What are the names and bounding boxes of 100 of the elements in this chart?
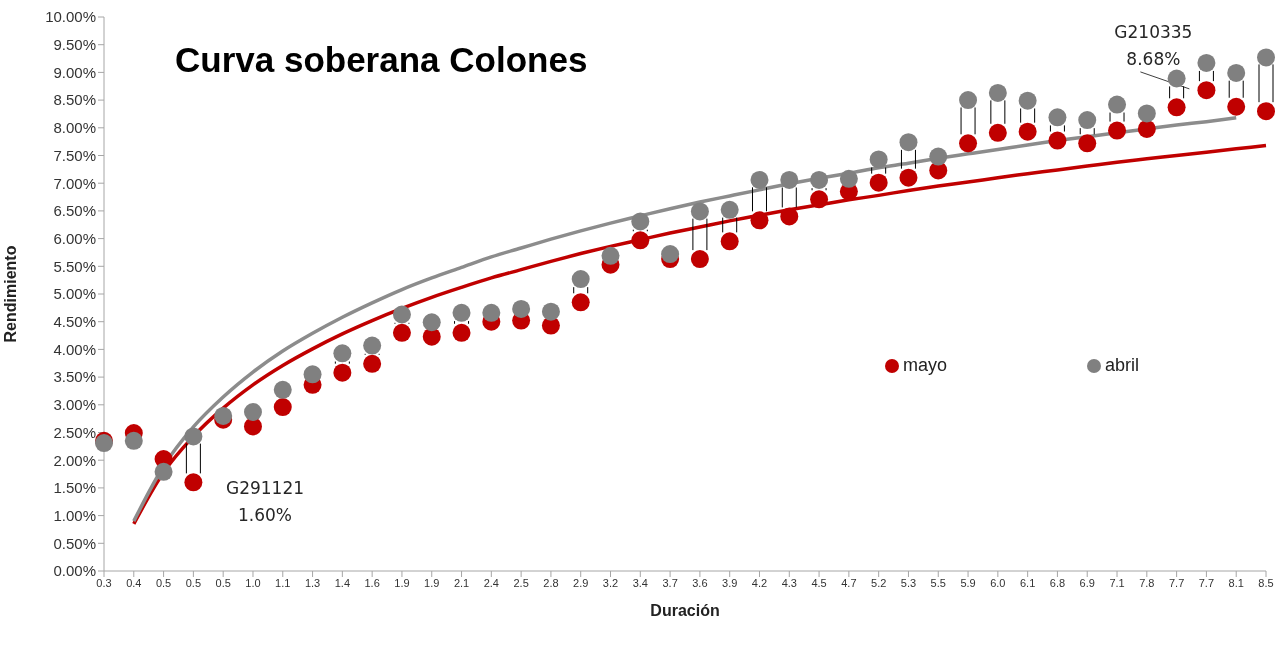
- x-tick-label: 0.3: [96, 576, 112, 589]
- point: [1048, 131, 1067, 150]
- x-tick-label: 1.1: [275, 576, 291, 589]
- point: [750, 211, 769, 230]
- x-tick-label: 3.4: [632, 576, 648, 589]
- x-tick-label: 0.5: [215, 576, 231, 589]
- point: [988, 83, 1007, 102]
- point: [243, 403, 262, 421]
- point: [333, 344, 352, 363]
- point: [720, 232, 739, 251]
- x-tick-label: 1.9: [394, 576, 410, 589]
- point: [1197, 81, 1216, 100]
- point: [541, 302, 560, 321]
- x-tick-label: 6.8: [1049, 576, 1066, 589]
- x-tick-label: 3.9: [722, 576, 738, 589]
- x-tick-label: 0.5: [185, 576, 202, 589]
- x-tick-label: 5.2: [871, 576, 887, 589]
- x-tick-label: 1.3: [304, 576, 321, 589]
- x-tick-label: 4.5: [811, 576, 827, 589]
- y-tick-label: 7.00%: [53, 174, 96, 192]
- y-tick-label: 6.50%: [53, 202, 96, 220]
- annotation: G291121 1.60%: [225, 478, 305, 525]
- point: [720, 200, 739, 219]
- y-tick-label: 3.00%: [53, 396, 96, 414]
- point: [959, 91, 978, 110]
- point: [661, 245, 680, 264]
- x-tick-label: 7.7: [1198, 576, 1215, 589]
- point: [1018, 91, 1037, 110]
- point: [690, 202, 709, 221]
- x-tick-label: 2.4: [483, 576, 499, 589]
- point: [571, 293, 590, 312]
- point: [1167, 98, 1186, 117]
- y-tick-label: 2.50%: [53, 423, 96, 441]
- x-tick-label: 4.3: [781, 576, 797, 589]
- y-tick-label: 0.50%: [53, 534, 96, 552]
- point: [1108, 121, 1127, 140]
- x-tick-label: 7.7: [1168, 576, 1185, 589]
- x-tick-label: 7.8: [1139, 576, 1155, 589]
- x-tick-label: 2.1: [453, 576, 470, 589]
- point: [452, 323, 471, 342]
- point: [869, 150, 888, 169]
- point: [184, 473, 203, 492]
- point: [1078, 111, 1097, 130]
- y-tick-label: 5.00%: [53, 285, 96, 303]
- x-tick-label: 3.2: [602, 576, 619, 589]
- point: [690, 250, 709, 269]
- text: Curva soberana Colones: [175, 40, 588, 80]
- x-tick-label: 8.1: [1228, 576, 1244, 589]
- point: [1227, 97, 1246, 116]
- point: [631, 212, 650, 231]
- y-tick-label: 5.50%: [53, 257, 96, 275]
- x-tick-label: 6.1: [1019, 576, 1036, 589]
- point: [1018, 122, 1037, 141]
- point: [303, 365, 322, 384]
- y-tick-label: 1.50%: [53, 479, 96, 497]
- point: [154, 462, 173, 481]
- x-tick-label: 0.4: [126, 576, 142, 589]
- point: [214, 406, 233, 425]
- legend-label: abril: [1105, 355, 1140, 375]
- point: [482, 303, 501, 322]
- point: [392, 323, 411, 342]
- y-tick-label: 1.00%: [53, 506, 96, 524]
- point: [899, 168, 918, 187]
- point: [1078, 134, 1097, 153]
- x-tick-label: 7.1: [1109, 576, 1125, 589]
- point: [512, 299, 531, 318]
- x-tick-label: 1.6: [364, 576, 380, 589]
- x-tick-label: 5.3: [900, 576, 917, 589]
- point: [363, 354, 382, 373]
- y-tick-label: 7.50%: [53, 146, 96, 164]
- point: [869, 173, 888, 192]
- point: [333, 363, 352, 382]
- point: [422, 313, 441, 332]
- x-tick-label: 3.6: [692, 576, 708, 589]
- x-tick-label: 1.9: [424, 576, 440, 589]
- point: [1108, 95, 1127, 114]
- x-tick-label: 2.9: [573, 576, 589, 589]
- y-axis-title: Rendimiento: [1, 245, 19, 343]
- x-tick-label: 4.7: [841, 576, 857, 589]
- point: [452, 303, 471, 322]
- point: [810, 170, 829, 189]
- x-tick-label: 5.5: [930, 576, 946, 589]
- point: [631, 231, 650, 250]
- point: [1227, 63, 1246, 82]
- point: [929, 147, 948, 166]
- x-tick-label: 4.2: [751, 576, 768, 589]
- point: [184, 427, 203, 446]
- point: [124, 431, 143, 450]
- annotation: G210335 8.68%: [1114, 21, 1193, 69]
- y-tick-label: 4.00%: [53, 340, 96, 358]
- y-tick-label: 10.00%: [45, 8, 96, 26]
- point: [363, 336, 382, 355]
- y-tick-label: 6.00%: [53, 229, 96, 247]
- point: [1048, 108, 1067, 127]
- point: [750, 170, 769, 189]
- point: [959, 134, 978, 153]
- y-tick-label: 8.50%: [53, 91, 96, 109]
- point: [1197, 53, 1216, 72]
- point: [273, 380, 292, 399]
- x-tick-label: 8.5: [1258, 576, 1274, 589]
